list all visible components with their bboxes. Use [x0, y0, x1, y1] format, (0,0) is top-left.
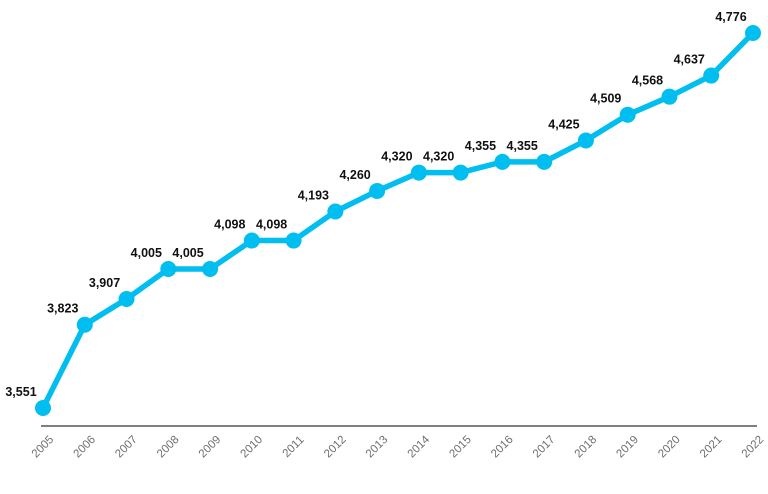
x-tick-label: 2014: [406, 433, 433, 460]
data-point-label: 3,551: [5, 385, 36, 399]
data-point-label: 4,355: [507, 139, 538, 153]
x-tick-label: 2007: [113, 434, 140, 461]
data-point-label: 4,568: [632, 74, 663, 88]
data-point: [452, 164, 469, 181]
data-point: [410, 164, 427, 181]
data-point: [494, 153, 511, 170]
data-point: [745, 25, 761, 41]
data-point: [118, 291, 135, 308]
data-point-label: 4,509: [590, 92, 621, 106]
data-point: [202, 261, 219, 278]
x-tick-label: 2020: [656, 434, 683, 461]
data-point: [160, 261, 177, 278]
data-point: [35, 400, 51, 416]
data-point-label: 4,637: [674, 53, 705, 67]
data-point: [76, 316, 93, 333]
series-line: [40, 30, 756, 411]
data-point: [577, 132, 594, 149]
data-point-label: 4,776: [715, 10, 746, 24]
x-tick-label: 2011: [281, 434, 307, 460]
data-point: [285, 232, 302, 249]
data-point-label: 4,098: [256, 218, 287, 232]
x-tick-label: 2010: [239, 434, 266, 461]
data-point: [619, 106, 636, 123]
data-point-label: 4,098: [214, 218, 245, 232]
data-point-label: 4,320: [381, 150, 412, 164]
data-point-label: 4,320: [423, 150, 454, 164]
x-tick-label: 2018: [573, 434, 600, 461]
x-tick-label: 2016: [489, 434, 516, 461]
x-tick-label: 2013: [364, 434, 391, 461]
data-point-label: 4,355: [465, 139, 496, 153]
x-tick-label: 2021: [698, 434, 725, 461]
x-tick-label: 2008: [155, 434, 182, 461]
data-point: [327, 203, 344, 220]
data-point-label: 4,005: [131, 246, 162, 260]
data-point-label: 4,425: [548, 117, 579, 131]
data-point-label: 3,907: [89, 276, 120, 290]
x-tick-label: 2017: [531, 434, 558, 461]
x-tick-label: 2019: [614, 434, 641, 461]
data-point: [243, 232, 260, 249]
data-point-label: 4,005: [172, 246, 203, 260]
data-point-label: 4,193: [298, 188, 329, 202]
data-point-label: 4,260: [339, 168, 370, 182]
x-tick-label: 2005: [30, 434, 57, 461]
x-tick-label: 2006: [71, 434, 98, 461]
x-tick-label: 2009: [197, 434, 224, 461]
x-tick-label: 2012: [322, 434, 349, 461]
data-point: [536, 153, 553, 170]
data-point-label: 3,823: [47, 302, 78, 316]
x-tick-label: 2015: [447, 434, 474, 461]
data-point: [369, 182, 386, 199]
x-tick-label: 2022: [740, 434, 767, 461]
data-point: [703, 67, 720, 84]
data-point: [661, 88, 678, 105]
